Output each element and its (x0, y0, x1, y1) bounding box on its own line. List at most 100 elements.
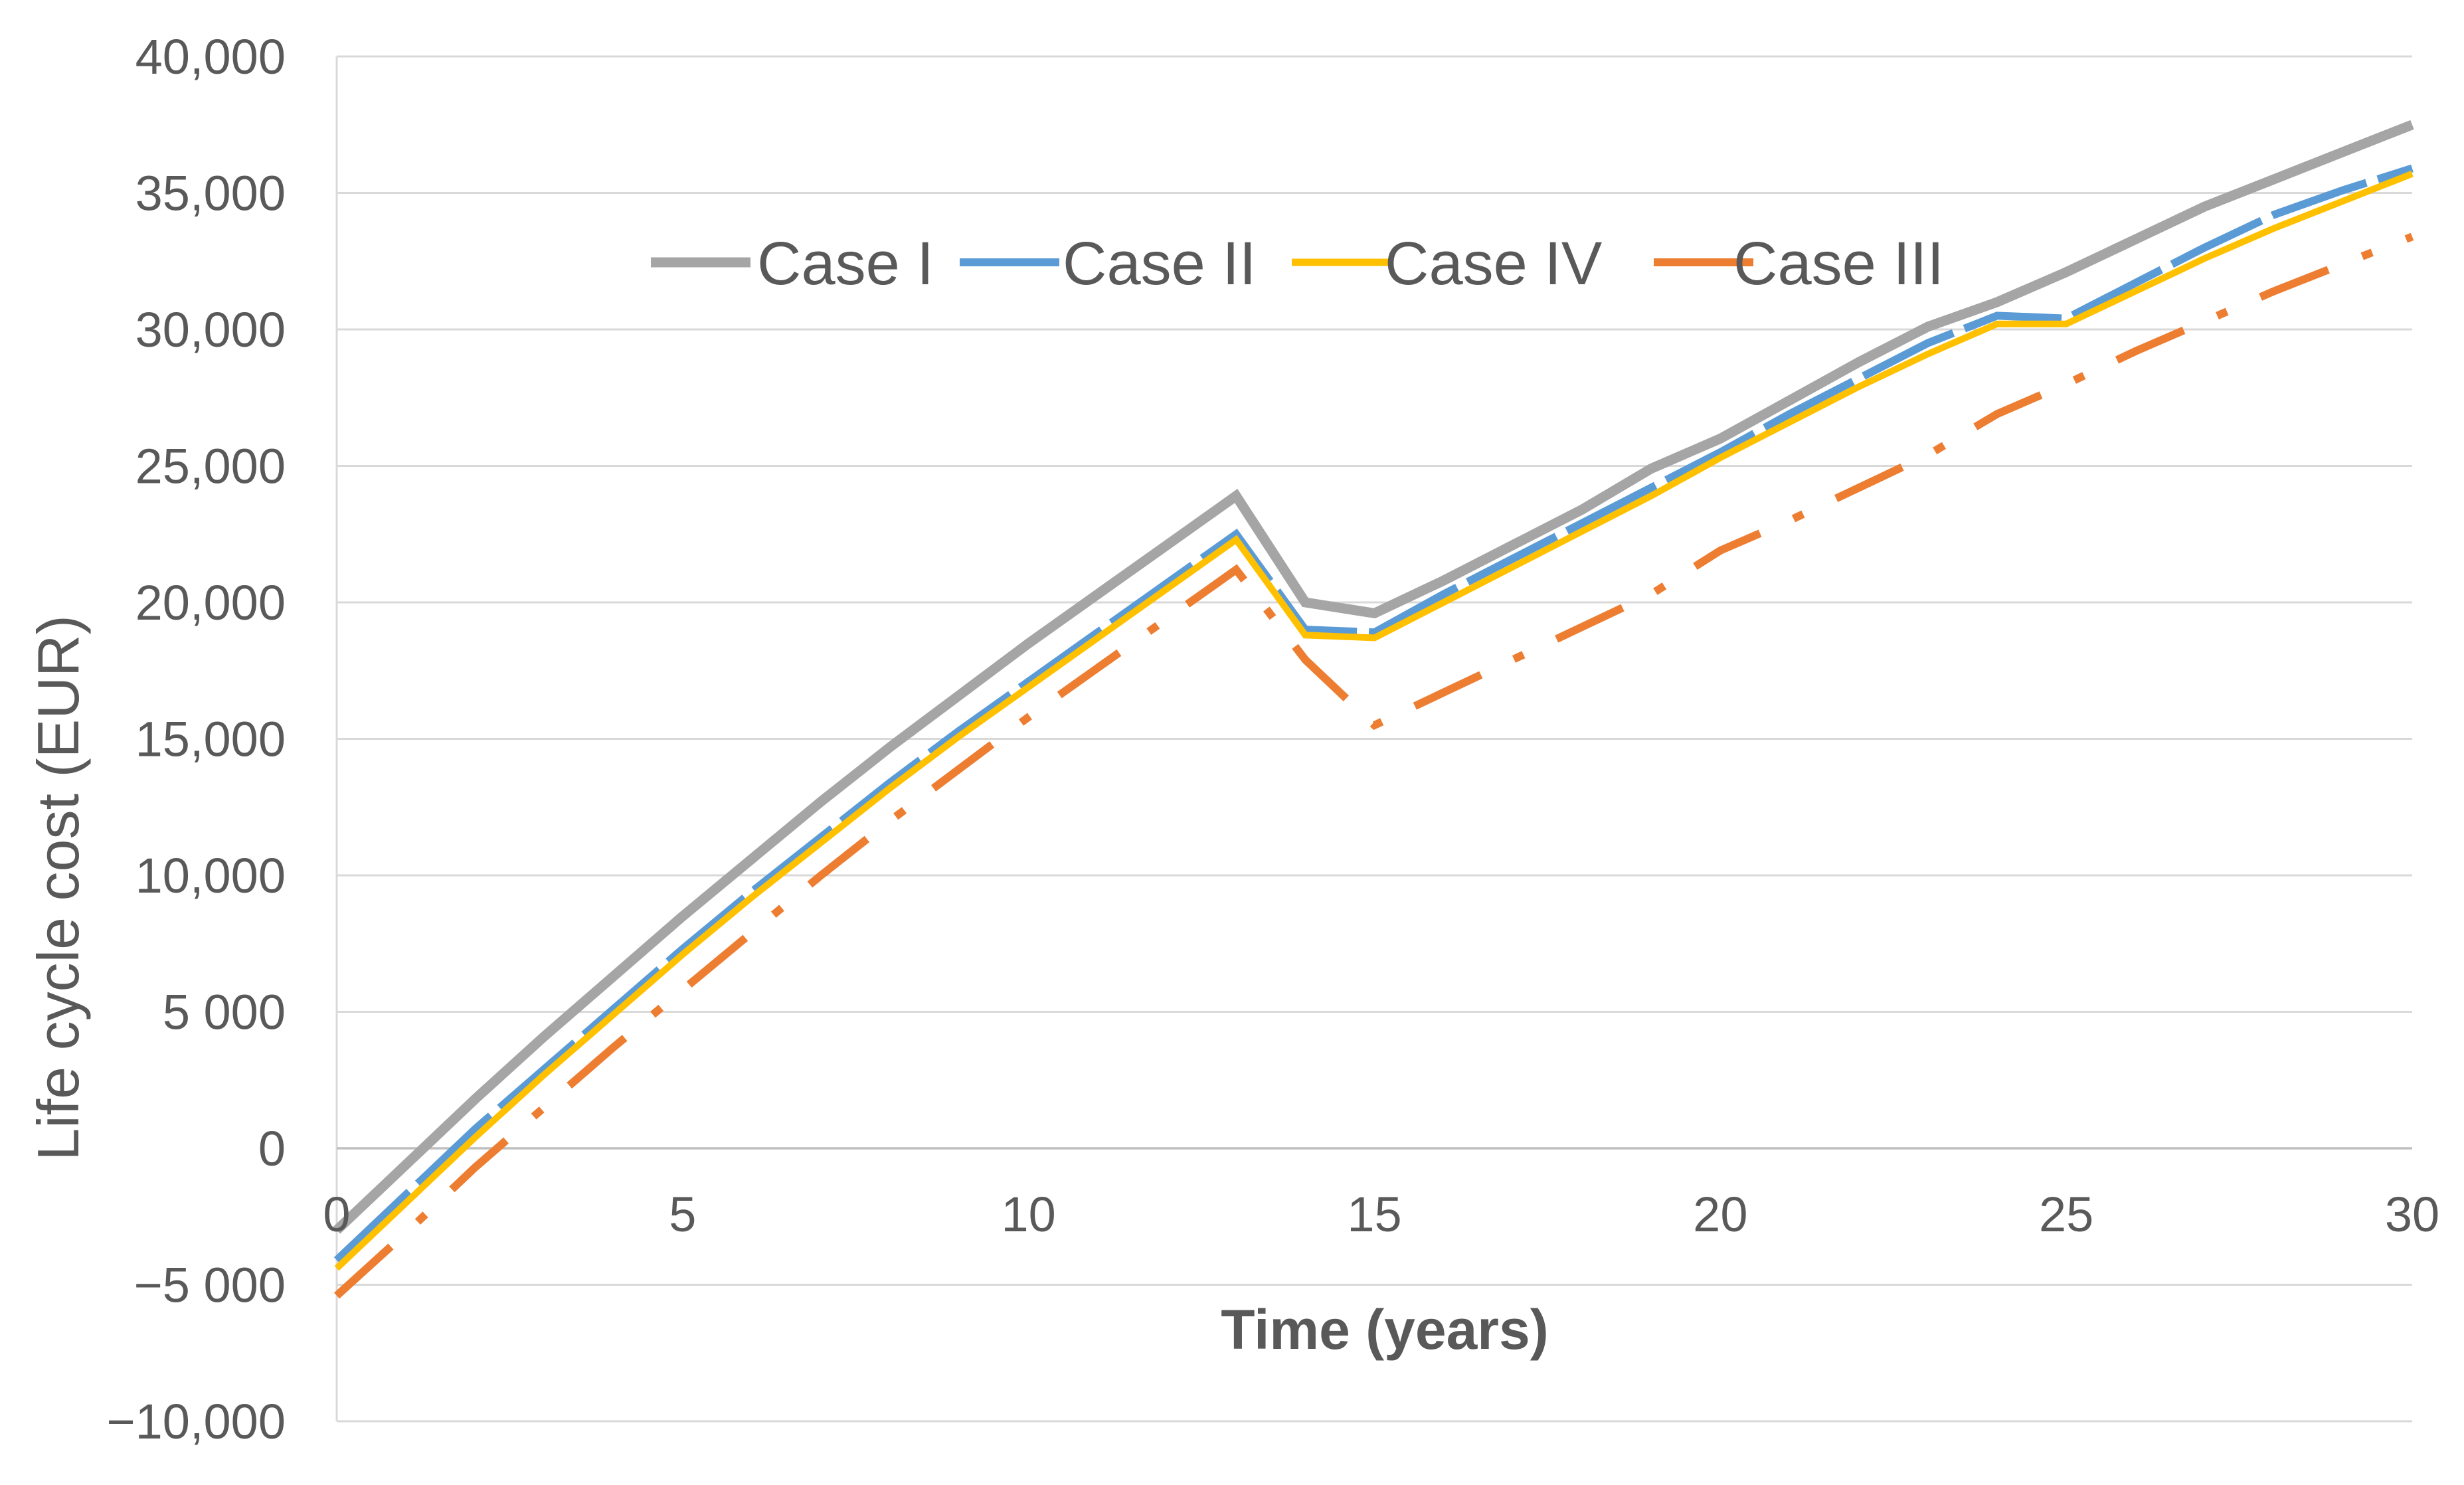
y-tick-label: 25,000 (135, 439, 286, 494)
legend: Case I Case II Case IV Case III (651, 230, 1944, 298)
data-point-case-i (890, 746, 891, 747)
data-point-case-iv (2412, 173, 2413, 174)
data-point-case-i (2412, 124, 2413, 125)
data-point-case-iii (1236, 569, 1237, 570)
y-tick-label: 15,000 (135, 712, 286, 767)
data-point-case-iii (2412, 236, 2413, 237)
data-point-case-iii (475, 1167, 476, 1168)
data-point-case-iv (1927, 353, 1928, 354)
data-point-case-iii (1927, 455, 1928, 456)
data-point-case-i (1374, 613, 1375, 614)
data-point-case-ii (2412, 168, 2413, 169)
data-point-case-iii (1097, 667, 1098, 668)
data-point-case-iii (1789, 520, 1790, 521)
data-point-case-i (475, 1099, 476, 1100)
series-line-case-i (333, 120, 2414, 1234)
data-point-case-ii (1651, 487, 1652, 488)
data-point-case-i (1927, 326, 1928, 327)
y-tick-label: 30,000 (135, 302, 286, 357)
series-line-case-ii (333, 164, 2414, 1263)
y-tick-label: 40,000 (135, 29, 286, 84)
data-point-case-iv (475, 1137, 476, 1138)
data-point-case-iii (821, 875, 822, 876)
tick-layer: −10,000 −5 000 0 5 000 10,000 15,000 20,000 25,… (106, 29, 2439, 1449)
legend-label: Case IV (1385, 230, 1602, 298)
data-point-case-iii (1305, 659, 1306, 660)
x-tick-label: 30 (2385, 1187, 2439, 1242)
legend-label: Case I (757, 230, 934, 298)
data-point-case-iii (1443, 692, 1444, 693)
data-point-case-ii (1167, 583, 1168, 584)
data-point-case-ii (2204, 247, 2205, 248)
y-tick-label: 20,000 (135, 575, 286, 630)
x-tick-label: 20 (1693, 1187, 1747, 1242)
legend-label: Case II (1063, 230, 1256, 298)
data-point-case-i (2135, 239, 2136, 240)
data-point-case-i (2342, 151, 2343, 152)
data-point-case-iii (2273, 291, 2274, 292)
x-tick-label: 5 (669, 1187, 696, 1242)
data-point-case-i (544, 1036, 545, 1037)
data-point-case-iv (613, 1014, 614, 1015)
series-line-case-iii (333, 232, 2414, 1299)
data-point-case-ii (1028, 681, 1029, 682)
data-point-case-ii (890, 782, 891, 783)
y-axis-title: Life cycle cost (EUR) (25, 615, 91, 1161)
grid-layer (337, 55, 2412, 1423)
y-tick-label: −10,000 (106, 1394, 286, 1449)
data-point-case-iv (682, 954, 683, 955)
data-point-case-i (1858, 362, 1859, 363)
data-point-case-iv (1305, 635, 1306, 636)
x-axis-title: Time (years) (1221, 1298, 1548, 1361)
y-tick-label: −5 000 (134, 1258, 286, 1313)
series-layer (333, 120, 2414, 1299)
data-point-case-iv (821, 842, 822, 843)
data-point-case-ii (1097, 632, 1098, 633)
data-point-case-iv (959, 736, 960, 737)
data-point-case-iv (2204, 258, 2205, 259)
data-point-case-iv (2135, 291, 2136, 292)
legend-label: Case III (1733, 230, 1944, 298)
data-point-case-iv (1997, 323, 1998, 324)
data-point-case-i (1236, 495, 1237, 496)
data-point-case-i (682, 916, 683, 917)
x-tick-label: 0 (323, 1187, 350, 1242)
data-point-case-iv (1582, 531, 1583, 532)
data-point-case-i (613, 976, 614, 977)
data-point-case-i (1582, 509, 1583, 510)
data-point-case-i (1305, 602, 1306, 603)
axis-layer (335, 56, 2412, 1421)
data-point-case-i (1651, 468, 1652, 469)
data-point-case-i (1028, 643, 1029, 644)
data-point-case-ii (1997, 315, 1998, 316)
data-point-case-iv (1236, 539, 1237, 540)
y-tick-label: 5 000 (163, 985, 286, 1040)
data-point-case-ii (2342, 190, 2343, 191)
x-tick-label: 10 (1002, 1187, 1056, 1242)
data-point-case-ii (1374, 632, 1375, 633)
x-tick-label: 15 (1347, 1187, 1401, 1242)
data-point-case-ii (682, 948, 683, 949)
data-point-case-iii (890, 820, 891, 821)
data-point-case-iv (1651, 495, 1652, 496)
data-point-case-ii (475, 1129, 476, 1130)
y-tick-label: 10,000 (135, 848, 286, 903)
y-tick-label: 35,000 (135, 166, 286, 221)
series-line-case-iv (334, 171, 2414, 1271)
data-point-case-iii (544, 1107, 545, 1108)
data-point-case-ii (2135, 283, 2136, 284)
data-point-case-ii (1858, 378, 1859, 379)
data-point-case-iii (959, 768, 960, 769)
data-point-case-iii (1512, 659, 1513, 660)
data-point-case-iv (2066, 323, 2067, 324)
data-point-case-iii (1720, 550, 1721, 551)
y-tick-label: 0 (258, 1121, 286, 1176)
data-point-case-i (1443, 580, 1444, 581)
data-point-case-iii (2066, 384, 2067, 385)
data-point-case-ii (2066, 318, 2067, 319)
x-tick-label: 25 (2039, 1187, 2093, 1242)
data-point-case-iv (1167, 588, 1168, 589)
data-point-case-iv (1443, 602, 1444, 603)
data-point-case-i (1720, 438, 1721, 439)
